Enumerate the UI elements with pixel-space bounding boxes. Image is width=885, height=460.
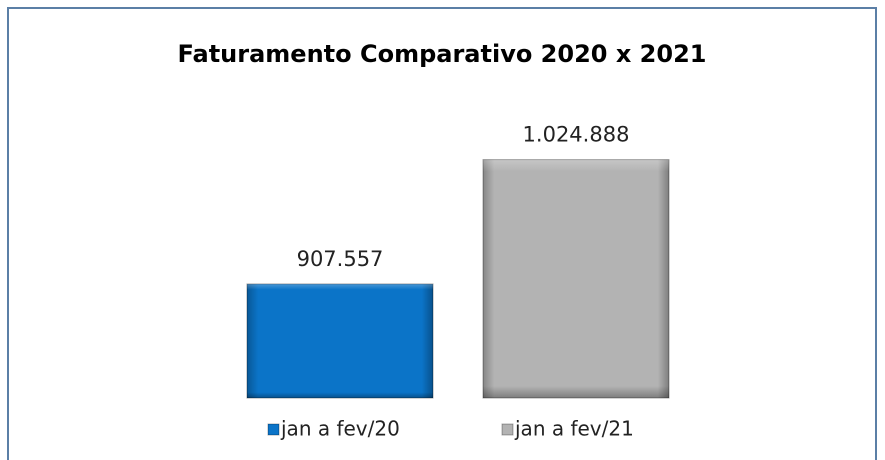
legend-label: jan a fev/21: [514, 417, 634, 441]
value-label: 907.557: [297, 247, 384, 271]
frame: [7, 7, 877, 460]
legend-swatch: [267, 423, 280, 436]
legend-swatch: [501, 423, 514, 436]
legend-label: jan a fev/20: [280, 417, 400, 441]
bar: [246, 283, 434, 399]
value-label: 1.024.888: [523, 123, 630, 147]
bar: [482, 159, 670, 399]
chart-title: Faturamento Comparativo 2020 x 2021: [178, 40, 707, 68]
